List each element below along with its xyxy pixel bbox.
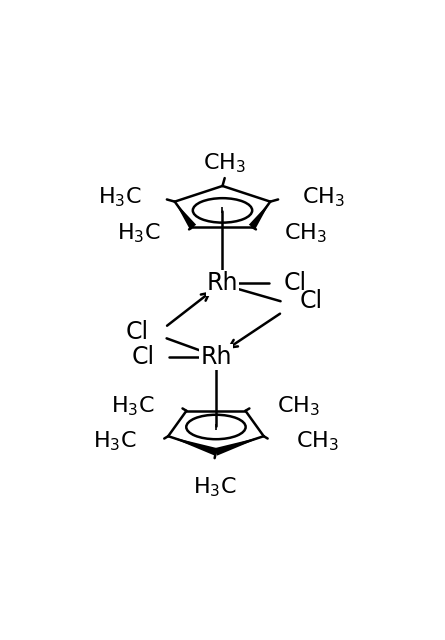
Text: $\mathregular{H_3C}$: $\mathregular{H_3C}$ [117, 222, 161, 245]
Polygon shape [168, 436, 217, 456]
Text: Cl: Cl [300, 289, 323, 313]
Text: $\mathregular{H_3C}$: $\mathregular{H_3C}$ [93, 429, 136, 453]
Text: $\mathregular{CH_3}$: $\mathregular{CH_3}$ [295, 429, 339, 453]
Text: $\mathregular{CH_3}$: $\mathregular{CH_3}$ [203, 151, 246, 175]
Text: $\mathregular{H_3C}$: $\mathregular{H_3C}$ [193, 475, 237, 499]
Text: $\mathregular{CH_3}$: $\mathregular{CH_3}$ [302, 186, 345, 209]
Text: $\mathregular{H_3C}$: $\mathregular{H_3C}$ [111, 395, 154, 418]
Polygon shape [249, 202, 270, 229]
Polygon shape [175, 202, 196, 229]
Text: Rh: Rh [200, 345, 232, 369]
Polygon shape [215, 436, 264, 456]
Text: $\mathregular{CH_3}$: $\mathregular{CH_3}$ [277, 395, 320, 418]
Text: Rh: Rh [207, 271, 238, 295]
Text: $\mathregular{CH_3}$: $\mathregular{CH_3}$ [284, 222, 327, 245]
Text: Cl: Cl [131, 345, 154, 369]
Text: Cl: Cl [125, 320, 148, 344]
Text: Cl: Cl [284, 271, 307, 295]
Text: $\mathregular{H_3C}$: $\mathregular{H_3C}$ [98, 186, 142, 209]
